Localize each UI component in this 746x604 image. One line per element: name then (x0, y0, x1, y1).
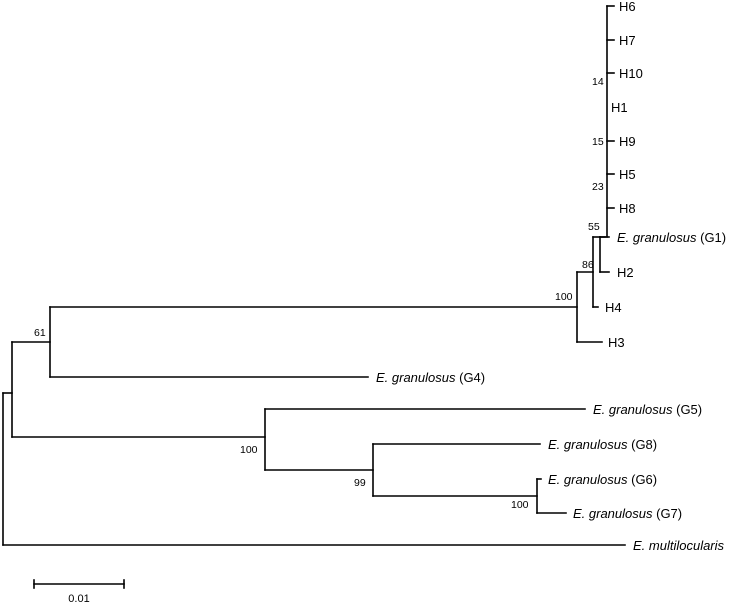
species-name: E. granulosus (617, 230, 697, 245)
leaf-label-H7: H7 (619, 33, 636, 48)
bootstrap-100-G6-G7: 100 (511, 499, 529, 511)
bootstrap-86: 86 (582, 259, 594, 271)
bootstrap-23: 23 (592, 181, 604, 193)
leaf-label-G8: E. granulosus (G8) (548, 437, 657, 452)
leaf-label-H1: H1 (611, 100, 628, 115)
bootstrap-55: 55 (588, 221, 600, 233)
leaf-label-G7: E. granulosus (G7) (573, 506, 682, 521)
genotype: (G4) (456, 370, 486, 385)
leaf-label-H8: H8 (619, 201, 636, 216)
bootstrap-61: 61 (34, 327, 46, 339)
leaf-label-H9: H9 (619, 134, 636, 149)
leaf-label-H2: H2 (617, 265, 634, 280)
species-name: E. multilocularis (633, 538, 725, 553)
bootstrap-100-haplotypes: 100 (555, 291, 573, 303)
leaf-label-G4: E. granulosus (G4) (376, 370, 485, 385)
bootstrap-99: 99 (354, 477, 366, 489)
leaf-labels: H6 H7 H10 H1 H9 H5 H8 E. granulosus (G1)… (376, 0, 726, 553)
species-name: E. granulosus (548, 437, 628, 452)
genotype: (G5) (673, 402, 703, 417)
leaf-label-multilocularis: E. multilocularis (633, 538, 725, 553)
leaf-label-H5: H5 (619, 167, 636, 182)
species-name: E. granulosus (376, 370, 456, 385)
tree-branches (2, 5, 626, 546)
species-name: E. granulosus (593, 402, 673, 417)
leaf-label-H6: H6 (619, 0, 636, 14)
leaf-label-H10: H10 (619, 66, 643, 81)
leaf-label-H3: H3 (608, 335, 625, 350)
genotype: (G1) (697, 230, 727, 245)
bootstrap-14: 14 (592, 76, 604, 88)
species-name: E. granulosus (573, 506, 653, 521)
leaf-label-G5: E. granulosus (G5) (593, 402, 702, 417)
bootstrap-15: 15 (592, 136, 604, 148)
genotype: (G7) (653, 506, 683, 521)
leaf-label-G1: E. granulosus (G1) (617, 230, 726, 245)
scale-bar: 0.01 (33, 579, 125, 604)
leaf-label-H4: H4 (605, 300, 622, 315)
genotype: (G8) (628, 437, 658, 452)
bootstrap-values: 14 15 23 55 86 100 61 100 99 100 (34, 76, 604, 511)
species-name: E. granulosus (548, 472, 628, 487)
bootstrap-100-lower-clade: 100 (240, 444, 258, 456)
leaf-label-G6: E. granulosus (G6) (548, 472, 657, 487)
genotype: (G6) (628, 472, 658, 487)
scale-bar-label: 0.01 (68, 593, 89, 604)
